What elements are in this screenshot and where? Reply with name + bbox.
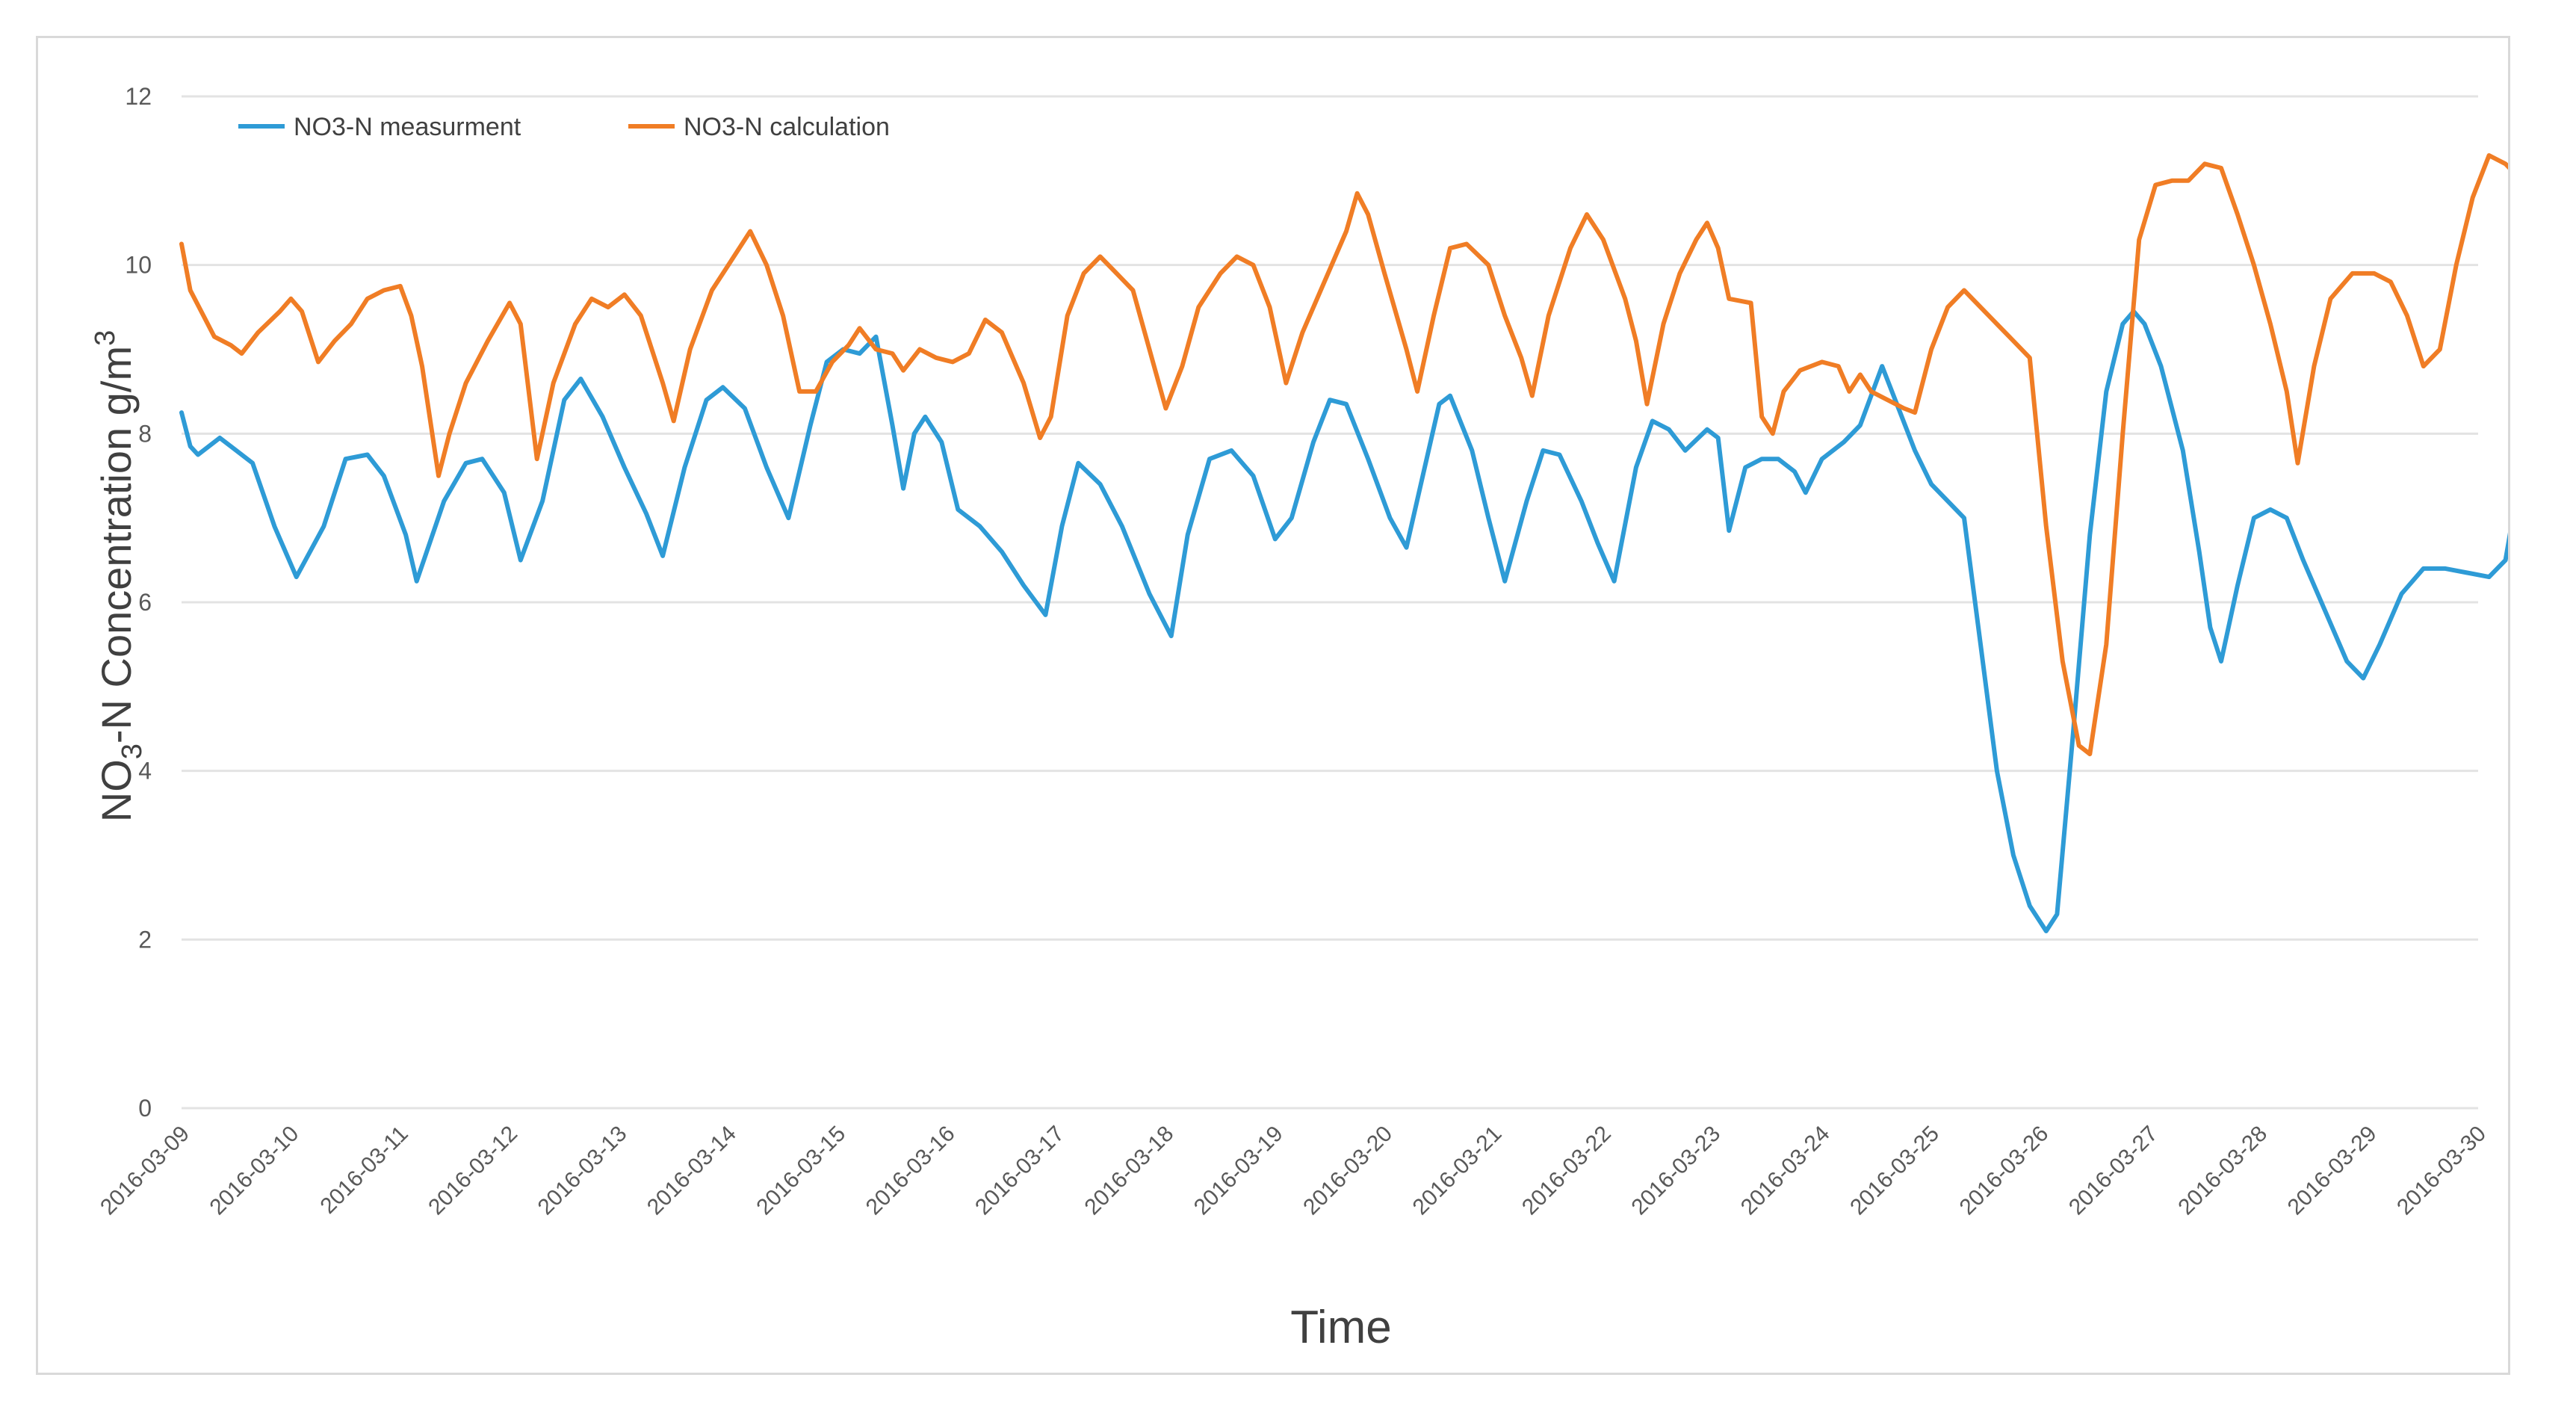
legend-label-calculation: NO3-N calculation — [684, 113, 890, 141]
legend-label-measurement: NO3-N measurment — [294, 113, 521, 141]
series-lines — [179, 153, 2508, 933]
x-tick-label: 2016-03-22 — [1517, 1122, 1616, 1220]
x-tick-label: 2016-03-20 — [1298, 1122, 1397, 1220]
legend: NO3-N measurment NO3-N calculation — [238, 113, 890, 141]
y-tick-label: 2 — [138, 926, 152, 953]
x-tick-label: 2016-03-25 — [1845, 1122, 1944, 1220]
x-tick-label: 2016-03-13 — [533, 1122, 632, 1220]
x-tick-label: 2016-03-21 — [1408, 1122, 1507, 1220]
x-tick-label: 2016-03-12 — [424, 1122, 522, 1220]
x-tick-label: 2016-03-30 — [2392, 1122, 2491, 1220]
x-tick-label: 2016-03-17 — [970, 1122, 1069, 1220]
x-tick-label: 2016-03-15 — [752, 1122, 850, 1220]
x-tick-label: 2016-03-28 — [2173, 1122, 2272, 1220]
x-tick-label: 2016-03-16 — [861, 1122, 960, 1220]
x-tick-label: 2016-03-23 — [1626, 1122, 1725, 1220]
y-tick-label: 6 — [138, 589, 152, 616]
x-axis-title: Time — [1290, 1302, 1391, 1353]
x-tick-labels: 2016-03-09 2016-03-10 2016-03-11 2016-03-12… — [96, 1122, 2491, 1220]
chart-frame: 0 2 4 6 8 10 12 2016-03-09 2016-03-10 2016-03-11… — [36, 36, 2510, 1375]
x-tick-label: 2016-03-10 — [205, 1122, 303, 1220]
y-tick-label: 4 — [138, 758, 152, 785]
y-axis-title: NO3-N Concentration g/m3 — [90, 330, 148, 823]
y-tick-label: 0 — [138, 1095, 152, 1122]
y-tick-labels: 0 2 4 6 8 10 12 — [125, 83, 152, 1122]
line-chart: 0 2 4 6 8 10 12 2016-03-09 2016-03-10 2016-03-11… — [90, 83, 2508, 1353]
x-tick-label: 2016-03-26 — [1955, 1122, 2054, 1220]
gridlines — [182, 95, 2478, 1110]
x-tick-label: 2016-03-29 — [2283, 1122, 2382, 1220]
x-tick-label: 2016-03-18 — [1080, 1122, 1179, 1220]
x-tick-label: 2016-03-11 — [315, 1122, 412, 1219]
x-tick-label: 2016-03-27 — [2064, 1122, 2163, 1220]
series-line-calculation — [179, 153, 2508, 757]
y-tick-label: 10 — [125, 252, 152, 279]
x-tick-label: 2016-03-14 — [643, 1122, 741, 1220]
y-tick-label: 12 — [125, 83, 152, 110]
x-tick-label: 2016-03-09 — [96, 1122, 194, 1220]
series-line-measurement — [179, 309, 2508, 933]
y-tick-label: 8 — [138, 420, 152, 447]
x-tick-label: 2016-03-24 — [1736, 1122, 1835, 1220]
x-tick-label: 2016-03-19 — [1189, 1122, 1288, 1220]
